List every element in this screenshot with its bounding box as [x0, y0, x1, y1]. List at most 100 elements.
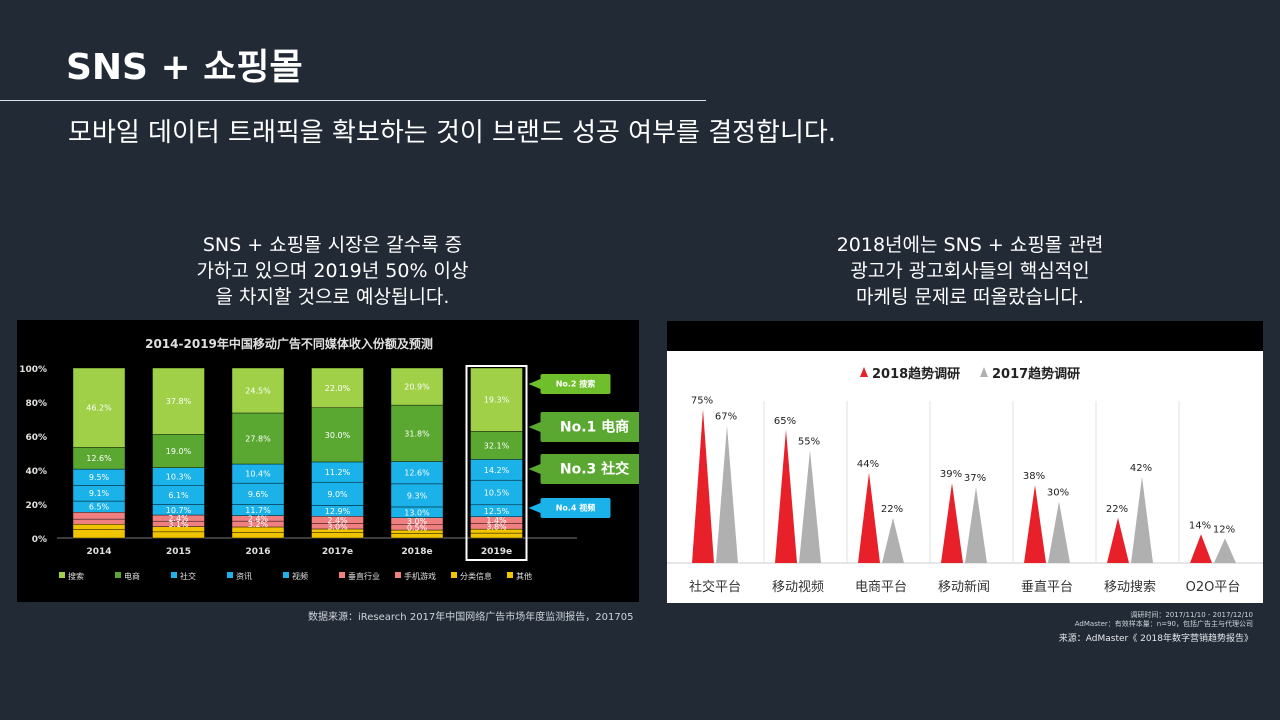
- legend-swatch: [339, 572, 345, 578]
- spike-bar: [1024, 485, 1046, 563]
- source-left: 数据来源：iResearch 2017年中国网络广告市场年度监测报告，20170…: [308, 612, 634, 623]
- stack-segment: [311, 367, 364, 408]
- data-label: 30%: [1047, 488, 1069, 499]
- callout-pointer: [528, 464, 541, 474]
- survey-period-note: 调研时间：2017/11/10 - 2017/12/10: [1130, 611, 1253, 619]
- x-tick-label: 移动视频: [772, 580, 824, 595]
- data-label: 12.5%: [484, 507, 510, 516]
- spike-bar: [716, 425, 738, 563]
- spike-bar: [1048, 501, 1070, 563]
- chart-title: 2014-2019年中国移动广告不同媒体收入份额及预测: [145, 336, 433, 351]
- stack-segment: [231, 367, 285, 414]
- caption-left-line: 가하고 있으며 2019년 50% 이상: [196, 260, 469, 282]
- data-label: 37%: [964, 473, 986, 484]
- spike-bar: [692, 409, 714, 563]
- stack-segment: [390, 367, 444, 406]
- data-label: 27.8%: [245, 434, 271, 443]
- legend-label: 社交: [180, 571, 196, 581]
- data-label: 38%: [1023, 471, 1045, 482]
- spike-bar: [1190, 534, 1212, 563]
- stack-segment: [390, 533, 444, 539]
- legend-swatch: [860, 367, 868, 377]
- stack-segment: [72, 524, 126, 530]
- data-label: 6.1%: [168, 491, 189, 500]
- data-label: 2.4%: [327, 516, 348, 525]
- chart-header-band: [667, 321, 1263, 351]
- caption-right-line: 마케팅 문제로 떠올랐습니다.: [856, 286, 1084, 308]
- spike-bar: [775, 429, 797, 563]
- x-tick-label: 2015: [166, 547, 191, 557]
- legend-label: 其他: [516, 571, 532, 581]
- legend-label: 搜索: [68, 571, 84, 581]
- data-label: 12.9%: [325, 507, 351, 516]
- data-label: 12%: [1213, 524, 1235, 535]
- spike-bar: [882, 517, 904, 563]
- stack-segment: [72, 512, 126, 520]
- data-label: 3.8%: [486, 522, 507, 531]
- y-tick-label: 100%: [19, 365, 47, 375]
- callout-label: No.2 搜索: [556, 379, 596, 389]
- stack-segment: [470, 367, 523, 432]
- data-label: 13.0%: [404, 508, 430, 517]
- data-label: 3.1%: [168, 520, 189, 529]
- trend-survey-chart: 2018趋势调研 2017趋势调研 75% 67% 社交平台 65% 55% 移动视频 44% 2…: [667, 321, 1263, 603]
- y-tick-label: 60%: [25, 433, 47, 443]
- data-label: 19.3%: [484, 396, 510, 405]
- stack-segment: [231, 532, 285, 539]
- callout-box: [540, 454, 649, 484]
- legend-swatch: [980, 367, 988, 377]
- data-label: 1.4%: [486, 516, 507, 525]
- stack-segment: [390, 404, 444, 462]
- x-tick-label: 电商平台: [855, 580, 907, 595]
- callout-label: No.3 社交: [560, 461, 629, 478]
- spike-bar: [1214, 538, 1236, 563]
- sample-note: AdMaster：有效样本量：n=90，包括广告主与代理公司: [1074, 620, 1253, 628]
- legend-label: 资讯: [236, 571, 252, 581]
- data-label: 32.1%: [484, 441, 510, 450]
- data-label: 11.7%: [245, 506, 271, 515]
- spike-bar: [941, 483, 963, 563]
- caption-right-line: 광고가 광고회사들의 핵심적인: [850, 260, 1090, 282]
- data-label: 75%: [691, 395, 713, 406]
- data-label: 65%: [774, 416, 796, 427]
- data-label: 31.8%: [404, 429, 430, 438]
- legend-label: 视频: [292, 571, 308, 581]
- data-label: 22%: [881, 504, 903, 515]
- legend-label: 手机游戏: [404, 571, 436, 581]
- data-label: 10.5%: [484, 488, 510, 497]
- legend-swatch: [395, 572, 401, 578]
- legend-swatch: [115, 572, 121, 578]
- callout-box: [540, 498, 611, 518]
- data-label: 2.4%: [248, 514, 269, 523]
- stack-segment: [152, 367, 205, 435]
- stack-segment: [152, 531, 205, 539]
- data-label: 9.6%: [248, 490, 269, 499]
- legend-swatch: [451, 572, 457, 578]
- spike-bar: [1107, 517, 1129, 563]
- highlight-box-2019e: [465, 365, 528, 561]
- data-label: 10.4%: [245, 470, 271, 479]
- legend-label: 2018趋势调研: [872, 366, 960, 382]
- data-label: 9.0%: [327, 490, 348, 499]
- caption-right: 2018년에는 SNS + 쇼핑몰 관련 광고가 광고회사들의 핵심적인 마케팅…: [790, 232, 1150, 310]
- stack-segment: [72, 518, 126, 525]
- x-tick-label: 移动搜索: [1104, 580, 1156, 595]
- spike-bar: [858, 472, 880, 563]
- data-label: 9.5%: [89, 473, 110, 482]
- spike-bar: [799, 450, 821, 563]
- callout-pointer: [528, 422, 541, 432]
- callout-label: No.1 电商: [560, 419, 629, 436]
- data-label: 2.4%: [168, 514, 189, 523]
- stacked-share-chart-svg: 2014-2019年中国移动广告不同媒体收入份额及预测 0% 20% 40% 60% 80…: [19, 336, 649, 581]
- stack-segment: [311, 407, 364, 463]
- data-label: 3.0%: [407, 517, 428, 526]
- data-label: 12.6%: [404, 469, 430, 478]
- data-label: 24.5%: [245, 386, 271, 395]
- caption-left-line: SNS + 쇼핑몰 시장은 갈수록 증: [202, 234, 463, 256]
- stacked-share-chart: 2014-2019年中国移动广告不同媒体收入份额及预测 0% 20% 40% 60% 80…: [17, 320, 649, 602]
- data-label: 19.0%: [166, 447, 192, 456]
- data-label: 9.1%: [89, 489, 110, 498]
- data-label: 55%: [798, 436, 820, 447]
- data-label: 22.0%: [325, 384, 351, 393]
- spike-bar: [965, 487, 987, 563]
